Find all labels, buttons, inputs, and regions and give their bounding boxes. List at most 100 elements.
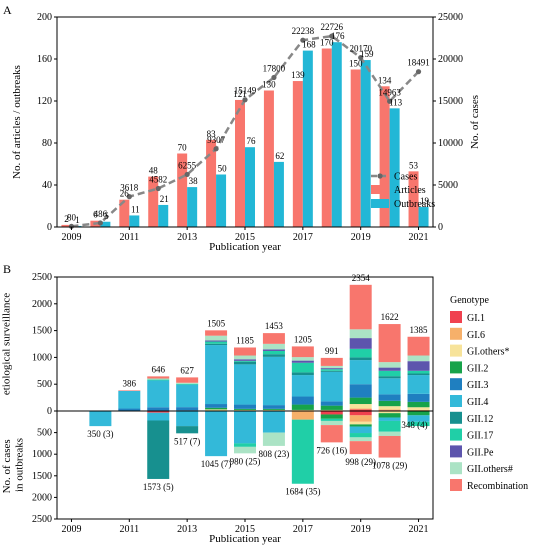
b-top-ytick-label-1500: 1500 (32, 326, 52, 337)
articles-bar-2013 (177, 153, 188, 227)
surveillance-bar-2014-GII.Pe (205, 340, 228, 342)
articles-label-2017: 139 (291, 70, 305, 80)
surveillance-bar-2015-GI.others* (234, 409, 256, 411)
b-bottom-ytick-label-2500: 2500 (32, 514, 52, 525)
surveillance-bar-2015-GII.17 (234, 360, 256, 362)
legend-swatch-GII.2 (450, 361, 462, 374)
surveillance-label-2014: 1505 (207, 318, 226, 328)
a-xtick-label-2015: 2015 (235, 232, 255, 243)
outbreak-bar-2015-GII.17 (234, 443, 256, 447)
outbreak-bar-2019-GII.4 (349, 426, 372, 434)
surveillance-bar-2017-GII.4 (291, 375, 314, 397)
chart-a-bars (61, 42, 429, 228)
legend-swatch-GI.1 (450, 311, 462, 323)
outbreaks-label-2021: 19 (420, 196, 430, 206)
outbreak-label-2019: 998 (29) (345, 457, 376, 467)
chart-b-x-axis: 2009 2011 2013 2015 2017 2019 2021 (61, 519, 429, 535)
surveillance-bar-2019-GII.2 (349, 397, 372, 405)
articles-bar-2015 (235, 99, 245, 227)
surveillance-bar-2014-Recombination (205, 330, 228, 336)
surveillance-bar-2015-GII.Pe (234, 359, 256, 361)
cases-label-2011: 3618 (120, 183, 139, 193)
chart-a-xlabel: Publication year (209, 241, 281, 253)
outbreak-label-2020: 1078 (29) (372, 461, 407, 471)
outbreaks-label-2018: 176 (331, 31, 345, 41)
b-top-ytick-label-2500: 2500 (32, 272, 52, 283)
b-xtick-label-2009: 2009 (61, 524, 81, 535)
surveillance-bar-2011-GII.4 (118, 390, 141, 409)
a-xtick-label-2013: 2013 (177, 232, 197, 243)
legend-swatch-GII.4 (450, 395, 462, 407)
articles-bar-2014 (206, 139, 217, 227)
cases-label-2009: 80 (67, 212, 77, 222)
outbreak-label-2017: 1684 (35) (285, 487, 320, 497)
outbreaks-label-2017: 168 (302, 40, 316, 50)
articles-label-2009: 2 (64, 214, 69, 224)
outbreak-bar-2021-GII.17 (407, 421, 430, 427)
chart-b-ylabel-bottom: No. of cases in outbreaks (1, 437, 26, 494)
a-y2tick-label-0: 0 (438, 222, 443, 233)
outbreak-bar-2012-GII.4 (147, 412, 170, 421)
surveillance-bar-2014-GII.17 (205, 341, 228, 344)
surveillance-bar-2017-Recombination (291, 346, 314, 358)
surveillance-bar-2013-GII.4 (176, 384, 199, 408)
surveillance-bar-2019-GII.others# (349, 329, 372, 339)
chart-a-y-axis: 0 40 80 120 160 200 (37, 12, 57, 233)
chart-b-ylabel-bottom-line1: No. of cases (1, 439, 13, 493)
surveillance-bar-2016-GII.others# (262, 343, 285, 350)
a-xtick-label-2011: 2011 (119, 232, 139, 243)
cases-point-2017 (300, 37, 306, 43)
surveillance-bar-2017-GII.2 (291, 404, 314, 410)
b-xtick-label-2011: 2011 (119, 524, 139, 535)
surveillance-bar-2021-GII.2 (407, 401, 430, 408)
outbreak-bar-2010-GII.4 (89, 411, 112, 427)
surveillance-label-2015: 1185 (236, 335, 254, 345)
outbreak-bar-2019-GII.2 (349, 424, 372, 427)
outbreak-label-2015: 980 (25) (230, 456, 261, 466)
outbreak-bar-2021-GII.2 (407, 411, 430, 416)
surveillance-bar-2021-GI.6 (407, 409, 430, 411)
cases-label-2021: 18491 (407, 58, 430, 68)
outbreaks-bar-2020 (389, 108, 400, 227)
b-top-ytick-label-500: 500 (37, 379, 52, 390)
surveillance-label-2016: 1453 (265, 321, 284, 331)
surveillance-bar-2019-GII.3 (349, 384, 372, 398)
surveillance-label-2011: 386 (123, 378, 137, 388)
b-top-ytick-label-1000: 1000 (32, 352, 52, 363)
cases-point-2018 (329, 33, 335, 39)
articles-label-2014: 83 (207, 129, 217, 139)
outbreak-label-2012: 1573 (5) (143, 482, 174, 492)
surveillance-label-2017: 1205 (294, 334, 313, 344)
legend-label-GI.6: GI.6 (467, 330, 485, 341)
outbreaks-label-2010: 5 (104, 211, 109, 221)
cases-point-2011 (126, 194, 132, 200)
chart-a-x-axis: 2009 2011 2013 2015 2017 2019 2021 (61, 227, 429, 243)
surveillance-bar-2014-GII.12 (205, 343, 228, 346)
surveillance-bar-2013-GII.17 (176, 383, 199, 385)
outbreaks-bar-2019 (360, 60, 371, 227)
cases-label-2019: 20170 (349, 44, 372, 54)
outbreaks-label-2015: 76 (247, 136, 257, 146)
surveillance-bar-2017-GII.others# (291, 357, 314, 361)
articles-label-2018: 170 (320, 38, 334, 48)
surveillance-bar-2014-GI.others* (205, 409, 228, 411)
legend-cases-marker (377, 173, 383, 179)
surveillance-label-2021: 1385 (410, 325, 429, 335)
surveillance-bar-2019-GII.12 (349, 357, 372, 361)
outbreak-bar-2018-GII.2 (320, 414, 343, 419)
outbreaks-label-2012: 21 (160, 194, 169, 204)
surveillance-bar-2016-GII.2 (262, 408, 285, 410)
a-ytick-label-80: 80 (42, 138, 52, 149)
outbreak-bar-2015-GII.others# (234, 446, 256, 454)
outbreak-bar-2020-GII.17 (378, 420, 401, 432)
outbreaks-label-2011: 11 (131, 204, 140, 214)
cases-label-2012: 4582 (149, 175, 167, 185)
outbreak-bar-2019-GII.others# (349, 437, 372, 442)
cases-point-2013 (184, 171, 190, 178)
cases-point-2012 (155, 185, 161, 192)
surveillance-bar-2013-Recombination (176, 377, 199, 383)
surveillance-bar-2011-GII.3 (118, 408, 141, 411)
outbreaks-bar-2014 (216, 174, 227, 227)
b-xtick-label-2017: 2017 (293, 524, 313, 535)
